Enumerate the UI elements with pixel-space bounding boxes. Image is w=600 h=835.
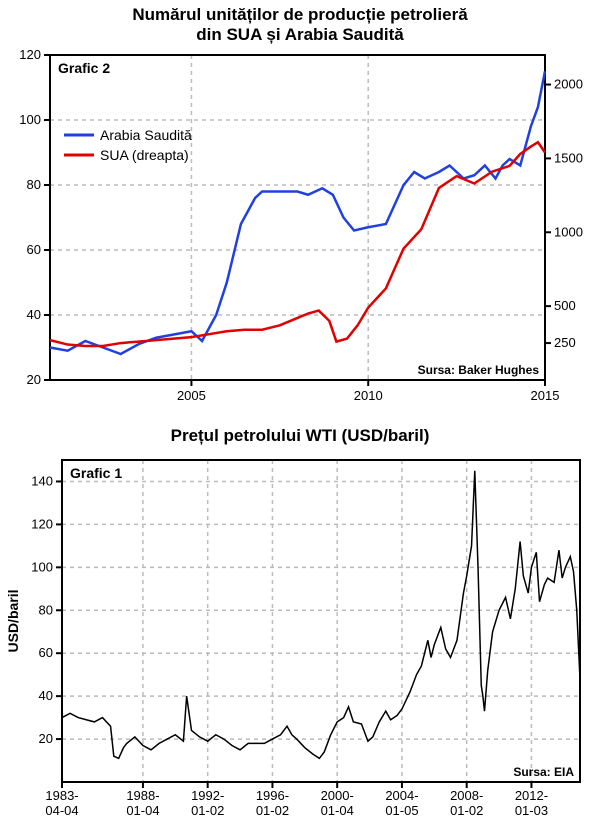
x-tick-label: 2015 (531, 388, 560, 403)
x-tick-label: 2008- (450, 788, 483, 803)
x-tick-label: 2004- (385, 788, 418, 803)
bottom-title: Prețul petrolului WTI (USD/baril) (171, 426, 430, 445)
top-chart-svg: Numărul unităților de producție petrolie… (0, 0, 600, 410)
plot-border (62, 460, 580, 782)
x-tick-label: 01-02 (450, 803, 483, 818)
series-wti (62, 471, 580, 759)
y-right-tick-label: 500 (554, 298, 576, 313)
y-left-tick-label: 80 (27, 177, 41, 192)
chart-label: Grafic 2 (58, 60, 110, 76)
plot-border (50, 55, 545, 380)
y-tick-label: 120 (31, 516, 53, 531)
y-right-tick-label: 1000 (554, 224, 583, 239)
top-title-line2: din SUA și Arabia Saudită (196, 25, 404, 44)
top-chart: Numărul unităților de producție petrolie… (0, 0, 600, 415)
x-tick-label: 01-02 (256, 803, 289, 818)
y-tick-label: 100 (31, 559, 53, 574)
x-tick-label: 01-02 (191, 803, 224, 818)
source-label: Sursa: Baker Hughes (418, 363, 540, 377)
x-tick-label: 01-03 (515, 803, 548, 818)
x-tick-label: 1983- (45, 788, 78, 803)
y-left-tick-label: 60 (27, 242, 41, 257)
y-right-tick-label: 2000 (554, 77, 583, 92)
y-tick-label: 20 (39, 731, 53, 746)
y-left-tick-label: 40 (27, 307, 41, 322)
x-tick-label: 04-04 (45, 803, 78, 818)
y-right-tick-label: 250 (554, 335, 576, 350)
x-tick-label: 1988- (126, 788, 159, 803)
y-axis-label: USD/baril (5, 589, 21, 652)
x-tick-label: 2010 (354, 388, 383, 403)
bottom-chart-svg: Prețul petrolului WTI (USD/baril) 1983-04… (0, 415, 600, 830)
y-tick-label: 40 (39, 688, 53, 703)
series-arabia-saudita (50, 71, 545, 354)
y-left-tick-label: 100 (19, 112, 41, 127)
y-tick-label: 60 (39, 645, 53, 660)
x-tick-label: 2005 (177, 388, 206, 403)
x-tick-label: 01-04 (126, 803, 159, 818)
source-label: Sursa: EIA (513, 765, 574, 779)
x-tick-label: 1996- (256, 788, 289, 803)
y-left-tick-label: 20 (27, 372, 41, 387)
chart-label: Grafic 1 (70, 465, 122, 481)
y-left-tick-label: 120 (19, 47, 41, 62)
x-tick-label: 2012- (515, 788, 548, 803)
x-tick-label: 1992- (191, 788, 224, 803)
bottom-chart: Prețul petrolului WTI (USD/baril) 1983-04… (0, 415, 600, 835)
top-title-line1: Numărul unităților de producție petrolie… (132, 5, 468, 24)
x-tick-label: 01-04 (321, 803, 354, 818)
legend-label-1: Arabia Saudită (100, 127, 192, 143)
legend-label-2: SUA (dreapta) (100, 147, 189, 163)
y-right-tick-label: 1500 (554, 150, 583, 165)
y-tick-label: 140 (31, 473, 53, 488)
y-tick-label: 80 (39, 602, 53, 617)
x-tick-label: 2000- (321, 788, 354, 803)
x-tick-label: 01-05 (385, 803, 418, 818)
